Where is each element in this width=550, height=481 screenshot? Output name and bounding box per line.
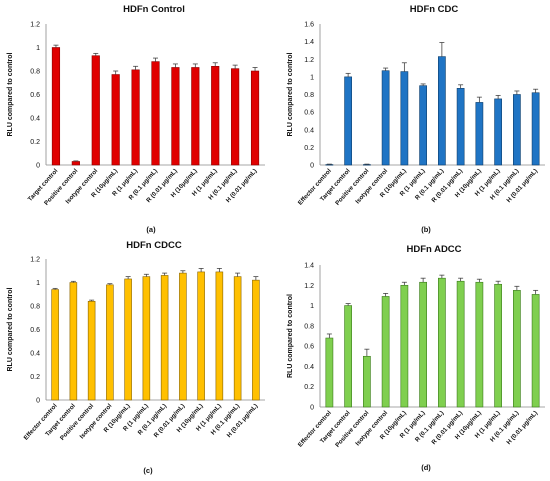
y-tick-label: 0.4 xyxy=(30,116,40,123)
bar xyxy=(325,164,334,166)
y-tick-label: 1 xyxy=(36,45,40,52)
chart-title: HDFn CDCC xyxy=(126,240,182,251)
y-tick-label: 0.4 xyxy=(304,127,314,134)
bar xyxy=(513,290,521,408)
bar xyxy=(531,294,540,408)
y-tick-label: 1 xyxy=(310,74,314,81)
y-tick-label: 1.2 xyxy=(304,57,314,64)
bar xyxy=(197,271,205,401)
bar xyxy=(215,271,224,401)
y-tick-label: 1.6 xyxy=(304,22,314,29)
y-tick-label: 1.2 xyxy=(304,283,314,290)
bar xyxy=(381,70,390,166)
y-tick-label: 0.2 xyxy=(30,374,40,381)
y-axis-label: RLU compared to control xyxy=(287,52,294,136)
bar xyxy=(111,74,120,166)
bar xyxy=(419,85,427,166)
y-tick-label: 0.4 xyxy=(30,351,40,358)
chart-panel-3: HDFn CDCC RLU compared to control 0 0.2 0.4 0… xyxy=(7,240,265,475)
chart-panel-1: HDFn Control RLU compared to control 0 0.2 0… xyxy=(7,4,265,234)
bar xyxy=(51,289,59,401)
y-axis-label: RLU compared to control xyxy=(7,287,14,371)
y-tick-label: 1.2 xyxy=(30,22,40,29)
y-tick-label: 0.6 xyxy=(304,344,314,351)
y-tick-label: 0.6 xyxy=(30,92,40,99)
bar xyxy=(381,296,390,408)
bar xyxy=(475,102,484,166)
bar xyxy=(400,284,409,408)
y-tick-label: 0.2 xyxy=(304,384,314,391)
bar xyxy=(456,280,465,408)
y-tick-label: 0.8 xyxy=(30,69,40,76)
bar xyxy=(252,279,260,401)
chart-title: HDFn ADCC xyxy=(406,244,461,255)
y-tick-label: 0 xyxy=(36,398,40,405)
bar xyxy=(456,88,465,166)
bar xyxy=(325,337,334,408)
y-tick-label: 0.4 xyxy=(304,364,314,371)
chart-title: HDFn Control xyxy=(123,4,185,15)
y-tick-label: 0.2 xyxy=(304,145,314,152)
y-tick-label: 1.4 xyxy=(304,39,314,46)
bar xyxy=(438,277,446,408)
bar xyxy=(179,272,187,401)
panel-caption: (d) xyxy=(421,463,431,472)
bar xyxy=(106,284,114,401)
y-tick-label: 0.6 xyxy=(30,327,40,334)
bar xyxy=(171,67,180,166)
bar xyxy=(124,278,132,401)
y-tick-label: 1.4 xyxy=(304,263,314,270)
chart-title: HDFn CDC xyxy=(410,4,459,15)
bar xyxy=(250,70,260,166)
bar xyxy=(494,98,502,166)
y-tick-label: 0.2 xyxy=(30,139,40,146)
bar xyxy=(363,355,371,408)
y-tick-label: 0 xyxy=(36,163,40,170)
y-axis-label: RLU compared to control xyxy=(287,294,294,378)
chart-panel-4: HDFn ADCC RLU compared to control 0 0.2 0.4 0… xyxy=(287,244,545,472)
bar xyxy=(87,300,96,401)
y-tick-label: 1 xyxy=(36,280,40,287)
bar xyxy=(363,164,371,166)
panel-caption: (c) xyxy=(143,466,153,475)
bar xyxy=(400,71,409,166)
y-tick-label: 0.8 xyxy=(304,92,314,99)
bar xyxy=(344,305,352,408)
bar xyxy=(231,68,240,166)
y-tick-label: 0 xyxy=(310,405,314,412)
bar xyxy=(191,67,200,166)
bar xyxy=(513,94,521,166)
bar xyxy=(211,66,220,166)
bar xyxy=(160,275,169,401)
y-tick-label: 1 xyxy=(310,303,314,310)
bar xyxy=(233,276,242,401)
bar xyxy=(344,76,352,166)
bar xyxy=(419,281,427,408)
panel-caption: (b) xyxy=(421,225,431,234)
y-axis-label: RLU compared to control xyxy=(7,52,14,136)
bar xyxy=(131,69,140,166)
bar xyxy=(151,61,160,166)
y-tick-label: 0 xyxy=(310,163,314,170)
panel-caption: (a) xyxy=(146,225,156,234)
y-tick-label: 1.2 xyxy=(30,257,40,264)
y-tick-label: 0.6 xyxy=(304,110,314,117)
bar xyxy=(494,283,502,408)
bar xyxy=(142,276,151,401)
x-tick-label: Effector control xyxy=(297,409,333,448)
y-tick-label: 0.8 xyxy=(30,304,40,311)
bar xyxy=(51,47,61,166)
bar xyxy=(475,281,484,408)
y-tick-label: 0.8 xyxy=(304,323,314,330)
bar xyxy=(91,55,100,166)
bar xyxy=(438,56,446,166)
bar xyxy=(69,282,78,401)
x-tick-label: Effector control xyxy=(297,167,333,206)
bar xyxy=(531,92,540,166)
chart-panel-2: HDFn CDC RLU compared to control 0 0.2 0.4 0.… xyxy=(287,4,545,234)
bar xyxy=(71,161,80,166)
